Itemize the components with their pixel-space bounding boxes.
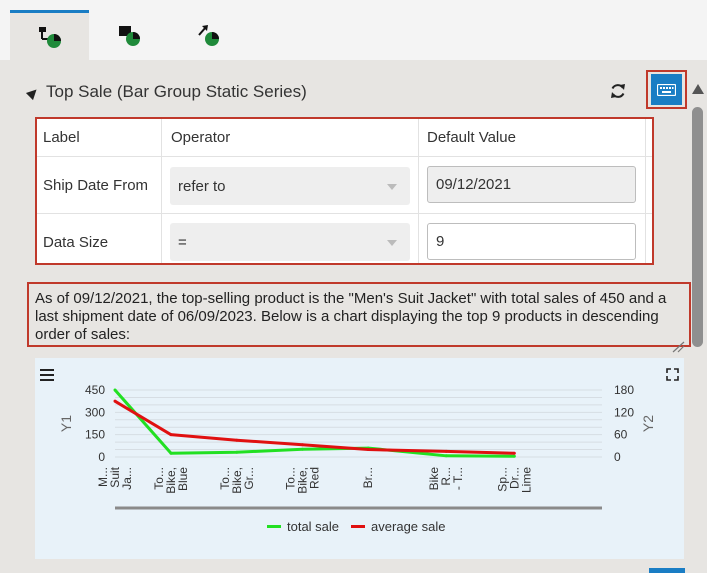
header-label: Label — [43, 129, 80, 146]
data-point — [169, 451, 173, 455]
default-value-data-size[interactable]: 9 — [427, 223, 636, 260]
panel-title: Top Sale (Bar Group Static Series) — [46, 82, 307, 101]
row-label-data-size: Data Size — [43, 233, 109, 251]
row-label-ship-date-from: Ship Date From — [43, 176, 149, 194]
bottom-accent-strip — [649, 568, 685, 573]
x-category-label: Ja... — [120, 467, 134, 490]
x-category-label: Bike, — [295, 467, 309, 494]
default-value-ship-date[interactable]: 09/12/2021 — [427, 166, 636, 203]
y1-tick-label: 300 — [85, 405, 105, 419]
header-operator: Operator — [171, 129, 231, 146]
chart-menu-icon[interactable] — [40, 369, 54, 381]
fullscreen-icon[interactable] — [666, 368, 679, 381]
x-category-label: To... — [283, 467, 297, 490]
data-point — [113, 388, 117, 392]
data-point — [235, 450, 239, 454]
resize-grip-icon[interactable] — [671, 341, 685, 353]
data-point — [444, 449, 448, 453]
y1-tick-label: 0 — [98, 450, 105, 464]
operator-select-data-size[interactable]: = — [170, 223, 410, 261]
operator-select-ship-date[interactable]: refer to — [170, 167, 410, 205]
table-pie-icon — [118, 26, 140, 46]
x-category-label: To... — [218, 467, 232, 490]
data-point — [366, 448, 370, 452]
legend-swatch — [267, 525, 281, 528]
legend-item-total-sale[interactable]: total sale — [267, 519, 339, 534]
vertical-scrollbar[interactable] — [689, 82, 707, 573]
y2-axis-title: Y2 — [640, 415, 656, 432]
tab-table-chart[interactable] — [89, 10, 168, 60]
keyboard-icon — [657, 83, 676, 96]
x-category-label: To... — [152, 467, 166, 490]
column-divider — [418, 119, 419, 263]
x-category-label: Bike, — [164, 467, 178, 494]
scrollbar-thumb[interactable] — [692, 107, 703, 347]
y2-tick-label: 60 — [614, 428, 628, 442]
data-point — [300, 447, 304, 451]
legend-item-average-sale[interactable]: average sale — [351, 519, 446, 534]
keyboard-button[interactable] — [646, 70, 687, 109]
y2-tick-label: 180 — [614, 383, 634, 397]
chart-panel: 0 150 300 450 0 60 120 180 Y1 Y2 M... Suit Ja... To.… — [35, 358, 684, 559]
chevron-down-icon — [387, 184, 397, 190]
data-point — [169, 433, 173, 437]
chevron-down-icon — [387, 240, 397, 246]
x-category-label: Red — [307, 467, 321, 489]
header-default-value: Default Value — [427, 129, 516, 146]
collapse-arrow-icon[interactable] — [25, 85, 41, 101]
y2-tick-label: 120 — [614, 405, 634, 419]
data-point — [512, 454, 516, 458]
x-category-label: Bike — [427, 467, 441, 491]
x-category-label: Suit — [108, 466, 122, 487]
description-text: As of 09/12/2021, the top-selling produc… — [27, 282, 691, 347]
legend-label: total sale — [287, 519, 340, 534]
data-point — [300, 443, 304, 447]
x-category-label: - T... — [451, 467, 465, 490]
x-category-label: Gr... — [242, 467, 256, 490]
column-divider — [161, 119, 162, 263]
x-category-label: Bike, — [230, 467, 244, 494]
tab-bar — [0, 0, 707, 60]
y1-tick-label: 150 — [85, 428, 105, 442]
x-category-label: Br... — [361, 467, 375, 488]
x-category-label: Sp... — [495, 467, 509, 492]
x-category-label: Lime — [519, 467, 533, 493]
hierarchy-pie-icon — [38, 26, 61, 48]
panel-header[interactable]: Top Sale (Bar Group Static Series) — [25, 78, 307, 106]
data-point — [113, 399, 117, 403]
keyboard-button-face — [651, 74, 682, 105]
row-divider — [37, 156, 652, 157]
data-point — [512, 451, 516, 455]
x-category-label: R... — [439, 467, 453, 486]
operator-value: refer to — [178, 177, 226, 195]
legend-label: average sale — [371, 519, 446, 534]
chart-legend: total sale average sale — [267, 519, 458, 534]
x-category-label: Dr... — [507, 467, 521, 489]
tab-hierarchy-chart[interactable] — [10, 10, 89, 60]
column-divider — [645, 119, 646, 263]
parameters-table: Label Operator Default Value Ship Date F… — [35, 117, 654, 265]
tab-arrow-chart[interactable] — [168, 10, 247, 60]
row-divider — [37, 213, 652, 214]
data-point — [235, 438, 239, 442]
data-point — [444, 454, 448, 458]
operator-value: = — [178, 233, 187, 251]
legend-swatch — [351, 525, 366, 528]
x-category-label: Blue — [176, 467, 190, 491]
y2-tick-label: 0 — [614, 450, 621, 464]
refresh-button[interactable] — [606, 79, 630, 103]
scroll-up-arrow-icon[interactable] — [692, 84, 704, 94]
y1-axis-title: Y1 — [58, 415, 74, 432]
refresh-icon — [611, 84, 625, 98]
arrow-pie-icon — [197, 25, 219, 46]
x-category-label: M... — [96, 467, 110, 487]
y1-tick-label: 450 — [85, 383, 105, 397]
